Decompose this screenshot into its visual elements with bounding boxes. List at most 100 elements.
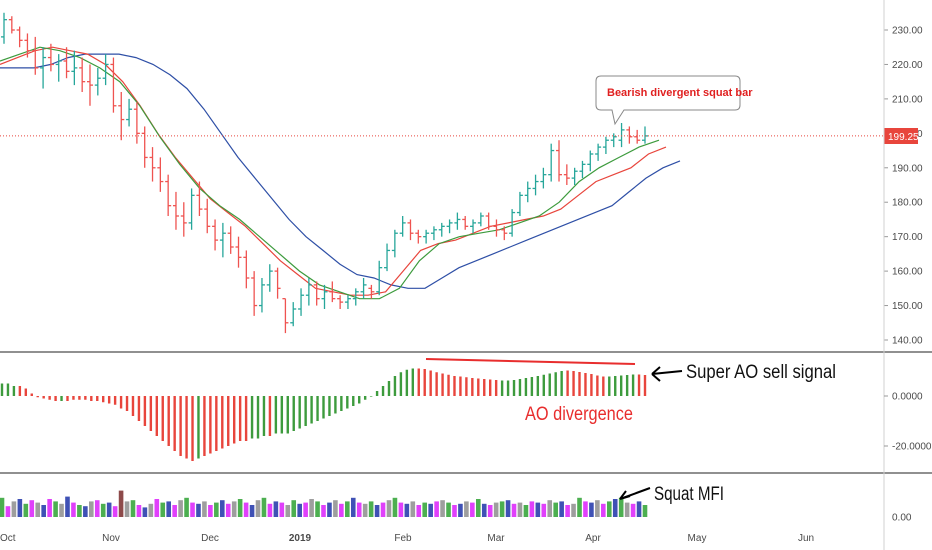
ao-bar [328,396,331,416]
ao-bar [262,396,266,436]
ao-bar [572,371,575,396]
ao-axis-label: -20.0000 [892,442,932,453]
price-bar [391,229,398,258]
time-axis-label: Dec [201,533,219,544]
mfi-bar [327,502,332,517]
ao-bar [24,388,28,396]
mfi-bar [160,502,166,517]
ao-bar [453,376,456,396]
price-bar [423,229,430,244]
mfi-bar [333,500,338,517]
mfi-bar [166,501,172,517]
ao-bar [381,386,385,396]
price-bar [321,284,328,309]
price-bar [384,243,391,272]
ao-bar [197,396,200,459]
ao-bar [494,380,498,396]
mfi-bar [190,502,195,517]
ao-bar [393,376,397,396]
mfi-bar [618,497,624,517]
price-bar [172,191,179,230]
ao-divergence-line [425,358,636,365]
time-axis-label: Oct [0,533,16,544]
ao-bar [584,373,587,396]
ao-bar [590,374,593,396]
ao-bar [42,396,45,399]
time-axis-label: Feb [394,533,412,544]
mfi-bar [71,502,76,517]
mfi-bar [178,500,183,517]
price-bar [540,167,547,189]
price-bar [282,298,289,334]
price-axis-label: 140.00 [892,336,923,347]
ao-bar [191,396,194,461]
mfi-bar [535,502,541,517]
mfi-bar [380,502,386,517]
ao-bar [340,396,343,411]
mfi-bar [553,502,558,517]
callout-text: Bearish divergent squat bar [607,87,753,99]
price-bar [8,16,15,34]
price-bar [24,33,31,58]
ao-bar [18,386,22,396]
mfi-bar [11,501,17,517]
price-bar [602,136,609,154]
price-bar [344,295,351,309]
time-axis-label: Nov [102,533,120,544]
ao-bar [518,379,522,396]
ao-bar [256,396,260,439]
price-bar [579,160,586,179]
price-bar [407,219,414,241]
ao-bar [465,377,468,396]
ao-bar [447,374,450,396]
mfi-bar [184,497,189,517]
mfi-bar [517,502,523,517]
price-bar [126,98,133,127]
mfi-bar [321,505,326,517]
ao-bar [36,396,39,398]
price-bar [501,226,508,241]
price-bar [180,202,187,237]
mfi-bar [350,497,356,517]
moving-average-line [0,46,660,300]
price-bar [548,143,555,182]
price-bar [642,126,648,144]
price-axis-label: 170.00 [892,232,923,243]
price-bar [532,174,539,196]
ao-bar [232,396,236,444]
mfi-bar [291,500,297,517]
ao-bar [316,396,319,421]
price-bar [415,229,422,244]
price-bar [329,281,336,303]
mfi-bar [470,502,475,517]
ao-bar [435,372,438,396]
mfi-bar [624,502,630,517]
mfi-bar [172,505,177,517]
callout-bubble: Bearish divergent squat bar [595,75,753,126]
mfi-bar [35,502,41,517]
price-bar [133,102,140,144]
mfi-bar [386,500,392,517]
price-bar [352,288,359,306]
ao-bar [619,375,623,396]
moving-averages [0,46,681,300]
price-bar [368,284,375,299]
mfi-bar [249,505,255,517]
price-axis-label: 220.00 [892,60,923,71]
mfi-bar [511,503,517,517]
mfi-bar [59,503,64,517]
price-bar [251,271,258,316]
price-axis-label: 230.00 [892,26,923,37]
price-bar [571,167,578,185]
ao-bar [227,396,230,446]
price-bar [399,216,406,237]
ao-bar [334,396,337,414]
price-bar [305,278,312,306]
ao-bar [548,373,551,396]
mfi-bar [142,507,148,517]
ao-bar [54,396,57,401]
ao-bar [578,372,581,396]
ao-bar [441,373,444,396]
mfi-bar [565,505,570,517]
ao-bar [310,396,313,424]
